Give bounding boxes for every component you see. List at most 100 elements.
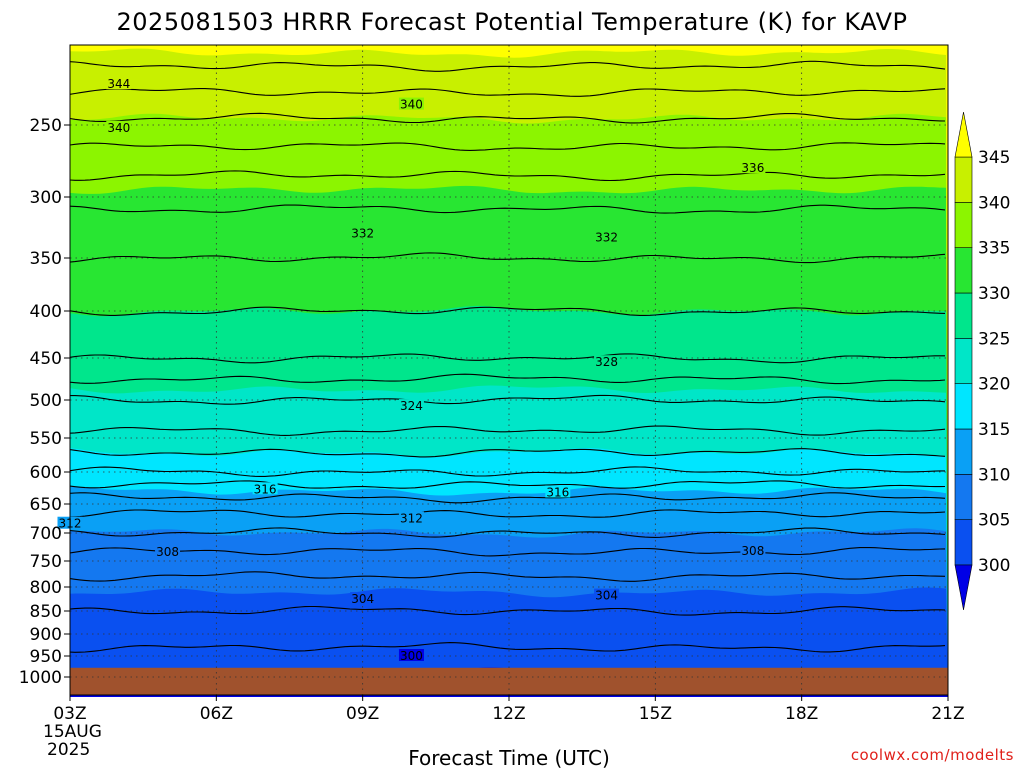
contour-label-13: 308 — [740, 543, 766, 558]
y-tick-950: 950 — [30, 647, 62, 667]
contour-label-text-0: 344 — [107, 77, 130, 91]
y-axis: 250 300 350 400 450 500 550 600 650 700 750 800 850 9… — [19, 116, 70, 688]
contour-label-2: 340 — [106, 120, 132, 135]
ground-layer — [70, 667, 948, 695]
contour-318 — [69, 466, 945, 477]
contour-322 — [69, 425, 946, 436]
colorbar-seg-330 — [954, 247, 973, 294]
contour-label-text-15: 304 — [595, 589, 618, 603]
contour-334 — [69, 204, 946, 214]
contour-326 — [69, 373, 946, 385]
contour-label-bg-9 — [545, 485, 571, 498]
contour-label-text-16: 300 — [400, 649, 423, 663]
colorbar-label-300: 300 — [978, 556, 1010, 576]
x-axis: 03Z 06Z 09Z 12Z 15Z 18Z 21Z — [53, 695, 965, 724]
colorbar-label-335: 335 — [978, 239, 1010, 259]
contour-label-bg-13 — [740, 543, 766, 556]
contour-label-1: 340 — [398, 97, 424, 112]
contour-304 — [69, 605, 946, 616]
contour-label-14: 304 — [350, 592, 376, 606]
contour-label-bg-16 — [398, 649, 424, 661]
contour-label-11: 312 — [398, 511, 424, 526]
x-tick-12Z: 12Z — [492, 704, 525, 724]
x-tick-15Z: 15Z — [639, 704, 672, 724]
contour-label-text-5: 332 — [595, 230, 618, 244]
contour-label-0: 344 — [106, 77, 132, 91]
contour-label-text-2: 340 — [107, 121, 130, 135]
colorbar-label-315: 315 — [978, 420, 1010, 440]
contour-label-text-11: 312 — [400, 512, 423, 526]
colorbar-seg-310 — [954, 428, 973, 475]
contour-label-bg-7 — [398, 399, 424, 412]
contour-label-bg-15 — [594, 588, 620, 601]
contour-label-bg-12 — [155, 545, 181, 558]
contour-310 — [69, 527, 946, 538]
contour-302 — [69, 642, 946, 653]
contour-label-7: 324 — [398, 399, 424, 413]
colorbar-seg-325 — [954, 292, 973, 339]
contour-label-3: 336 — [740, 161, 766, 175]
contour-308 — [69, 546, 946, 557]
y-tick-650: 650 — [30, 495, 62, 515]
x-date-day: 15AUG — [43, 722, 102, 742]
contour-label-text-7: 324 — [400, 399, 423, 413]
colorbar-top-arrow — [954, 111, 973, 158]
y-tick-700: 700 — [30, 524, 62, 544]
contour-label-text-3: 336 — [741, 161, 764, 175]
colorbar-label-325: 325 — [978, 329, 1010, 349]
colorbar-seg-320 — [954, 338, 973, 384]
contour-314 — [69, 492, 946, 504]
y-tick-400: 400 — [30, 302, 62, 322]
colorbar-seg-315 — [954, 383, 973, 430]
y-tick-900: 900 — [30, 625, 62, 645]
contour-label-bg-14 — [350, 592, 376, 604]
contour-label-bg-4 — [350, 226, 376, 239]
contour-320 — [69, 448, 946, 458]
y-tick-1000: 1000 — [19, 668, 62, 688]
contour-338 — [69, 142, 946, 151]
x-date-year: 2025 — [47, 740, 90, 760]
colorbar-label-310: 310 — [978, 465, 1010, 485]
contour-332 — [69, 252, 946, 264]
colorbar-seg-305 — [954, 474, 973, 520]
contour-312 — [69, 509, 946, 518]
contour-label-bg-11 — [398, 511, 424, 524]
contour-label-bg-0 — [106, 77, 132, 90]
colorbar-label-330: 330 — [978, 284, 1010, 304]
contour-330 — [69, 306, 946, 316]
y-tick-850: 850 — [30, 602, 62, 622]
contour-316 — [69, 480, 946, 489]
y-tick-350: 350 — [30, 249, 62, 269]
contour-344 — [69, 60, 946, 72]
colorbar-label-305: 305 — [978, 511, 1010, 531]
x-tick-09Z: 09Z — [346, 704, 379, 724]
y-tick-450: 450 — [30, 349, 62, 369]
contour-label-bg-1 — [398, 97, 424, 110]
contour-label-bg-3 — [740, 161, 766, 174]
y-tick-800: 800 — [30, 578, 62, 598]
contour-label-8: 316 — [252, 482, 278, 496]
contour-label-9: 316 — [545, 485, 571, 499]
contour-306 — [69, 571, 946, 582]
x-tick-21Z: 21Z — [931, 704, 964, 724]
contour-label-text-1: 340 — [400, 98, 423, 112]
ground-fill — [70, 667, 948, 695]
y-tick-250: 250 — [30, 116, 62, 136]
contour-label-bg-5 — [594, 230, 620, 243]
contour-label-text-14: 304 — [351, 592, 374, 606]
colorbar-seg-340 — [954, 156, 973, 203]
y-tick-750: 750 — [30, 552, 62, 572]
colorbar-seg-335 — [954, 202, 973, 248]
x-tick-18Z: 18Z — [785, 704, 818, 724]
contour-label-text-12: 308 — [156, 545, 179, 559]
contour-342 — [69, 88, 946, 97]
colorbar: 300 305 310 315 320 325 330 335 340 345 — [954, 111, 1010, 611]
contour-label-15: 304 — [594, 588, 620, 603]
contour-label-bg-2 — [106, 120, 132, 133]
contour-label-5: 332 — [594, 230, 620, 244]
contour-label-text-6: 328 — [595, 355, 618, 369]
x-tick-03Z: 03Z — [53, 704, 86, 724]
y-tick-300: 300 — [30, 188, 62, 208]
